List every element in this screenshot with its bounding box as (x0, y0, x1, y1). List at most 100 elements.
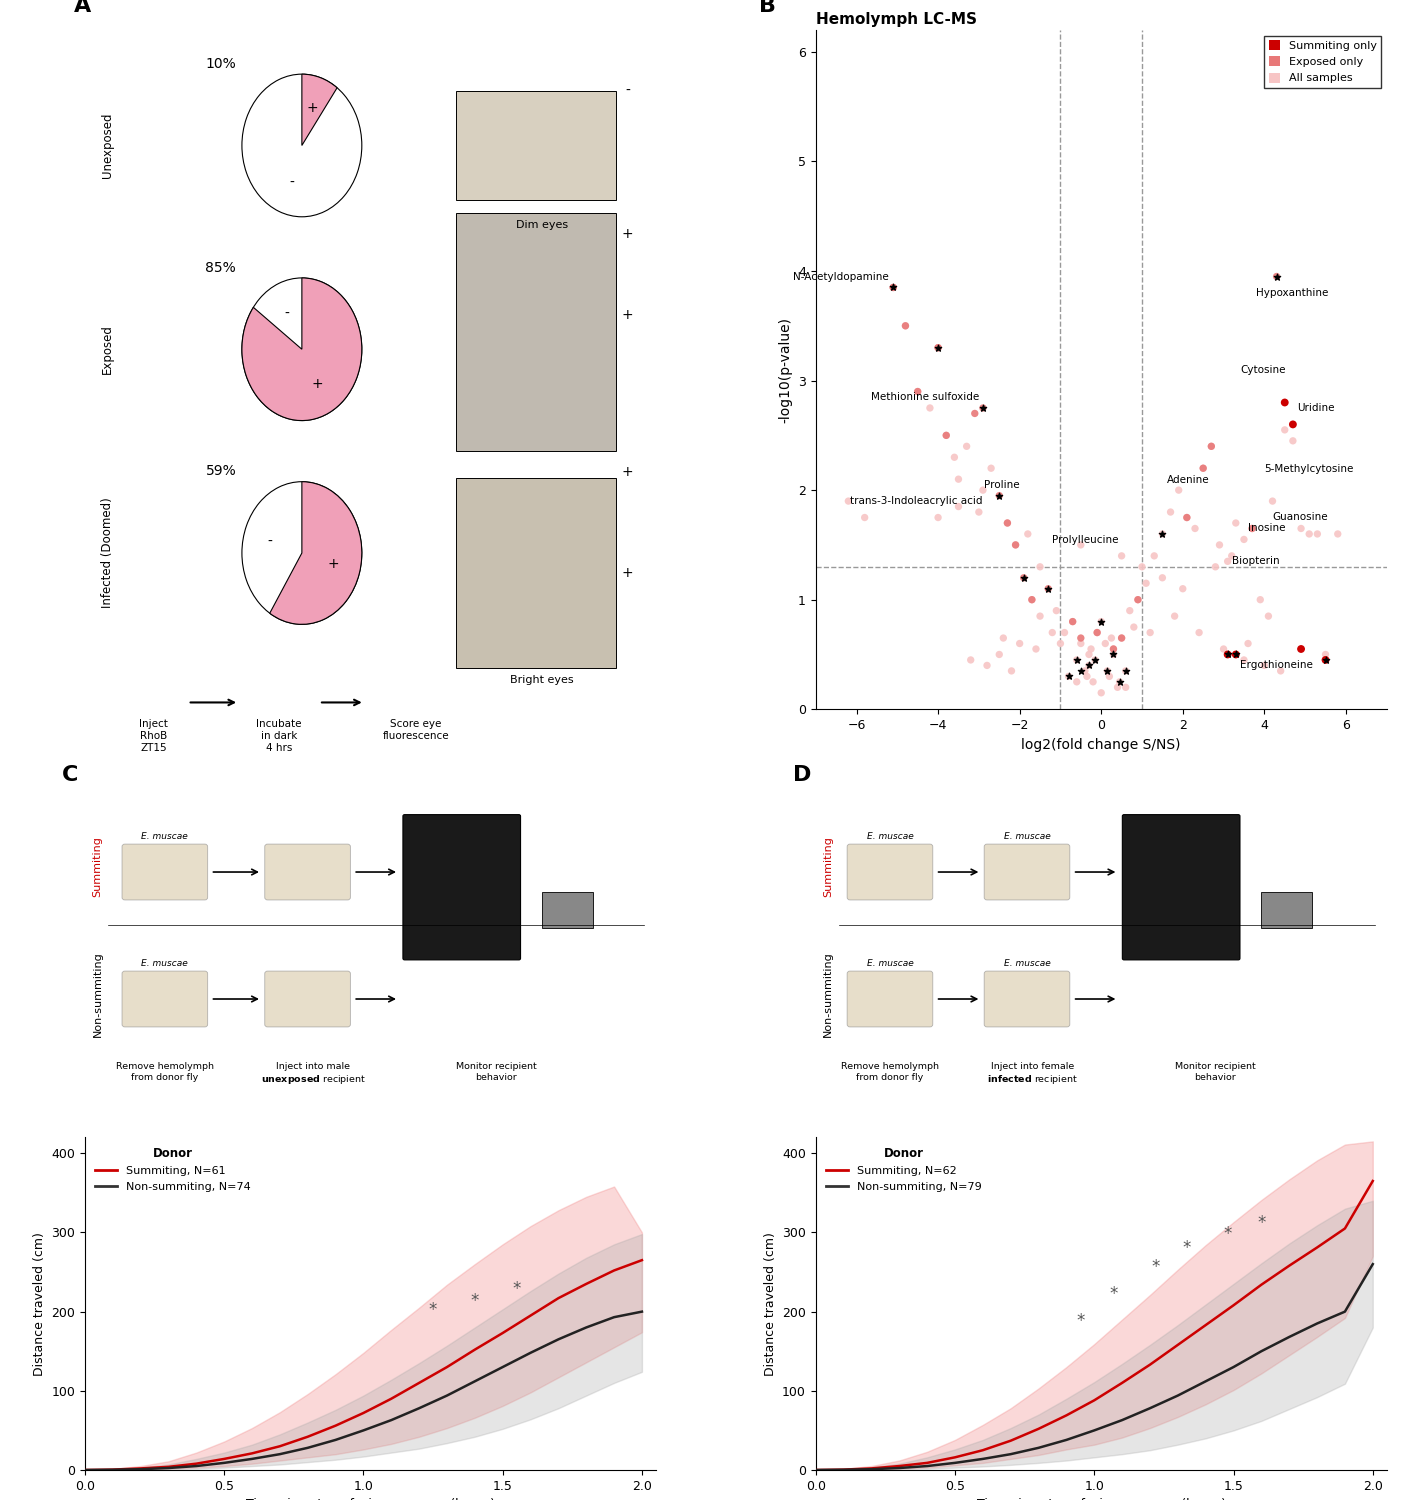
Point (1118, 598, 1140, 622)
Point (988, 483, 1010, 507)
Text: Biopterin: Biopterin (1231, 556, 1279, 566)
Text: Score eye
fluorescence: Score eye fluorescence (382, 720, 450, 741)
Point (1078, 654, 1101, 678)
Point (1115, 675, 1138, 699)
Point (1020, 588, 1043, 612)
Text: *: * (1152, 1258, 1160, 1276)
Point (1075, 664, 1098, 688)
Point (1108, 670, 1131, 694)
Point (1065, 648, 1088, 672)
Point (1315, 648, 1337, 672)
Point (935, 423, 958, 447)
Text: Infected (Doomed): Infected (Doomed) (102, 498, 115, 609)
Point (1315, 648, 1337, 672)
Point (1191, 456, 1214, 480)
Text: Inject into female
$\mathbf{infected}$ recipient: Inject into female $\mathbf{infected}$ r… (988, 1062, 1078, 1086)
Point (1224, 642, 1247, 666)
Point (1084, 648, 1107, 672)
Point (968, 500, 990, 523)
Point (1053, 621, 1075, 645)
Point (972, 396, 995, 420)
Text: Monitor recipient
behavior: Monitor recipient behavior (1174, 1062, 1255, 1082)
Point (853, 506, 876, 530)
Text: 5-Methylcytosine: 5-Methylcytosine (1265, 464, 1354, 474)
Text: 85%: 85% (205, 261, 236, 274)
Text: N-Acetyldopamine: N-Acetyldopamine (794, 272, 889, 282)
Point (1135, 572, 1157, 596)
Point (1094, 632, 1116, 656)
X-axis label: Time since transfusion recovery (hours): Time since transfusion recovery (hours) (976, 1498, 1225, 1500)
Point (1009, 632, 1032, 656)
Point (927, 336, 949, 360)
Point (1217, 642, 1240, 666)
Point (1306, 522, 1329, 546)
Point (1081, 670, 1104, 694)
Point (1097, 658, 1119, 682)
Point (1115, 658, 1138, 682)
Text: +: + (621, 309, 633, 322)
Point (992, 626, 1015, 650)
Text: E. muscae: E. muscae (1003, 833, 1050, 842)
Bar (456, 478, 616, 669)
Point (907, 380, 930, 404)
Point (1126, 588, 1149, 612)
Bar (456, 92, 616, 200)
Point (1078, 654, 1101, 678)
Text: Hemolymph LC-MS: Hemolymph LC-MS (815, 12, 976, 27)
Point (1315, 642, 1337, 666)
Point (1070, 632, 1092, 656)
Text: Unexposed: Unexposed (102, 112, 115, 178)
Point (1274, 390, 1296, 414)
Point (1097, 658, 1119, 682)
Point (1217, 642, 1240, 666)
Point (882, 276, 904, 300)
Text: Summiting: Summiting (824, 837, 833, 897)
Point (1220, 544, 1242, 568)
Wedge shape (301, 74, 337, 146)
Point (1070, 626, 1092, 650)
Text: Ergothioneine: Ergothioneine (1240, 660, 1313, 670)
Text: +: + (621, 226, 633, 242)
Point (1122, 615, 1145, 639)
Point (1254, 654, 1276, 678)
Point (988, 642, 1010, 666)
Point (1257, 604, 1279, 628)
Point (1012, 566, 1034, 590)
Point (1061, 609, 1084, 633)
Text: *: * (1257, 1214, 1265, 1231)
Text: E. muscae: E. muscae (1003, 958, 1050, 968)
FancyBboxPatch shape (848, 844, 932, 900)
Point (996, 512, 1019, 536)
Point (1265, 264, 1288, 288)
Point (1131, 555, 1153, 579)
Point (1241, 516, 1264, 540)
Text: *: * (1182, 1239, 1190, 1257)
Point (1099, 626, 1122, 650)
Point (1150, 522, 1173, 546)
Wedge shape (242, 482, 362, 624)
Point (1326, 522, 1348, 546)
Text: Inject
RhoB
ZT15: Inject RhoB ZT15 (139, 720, 168, 753)
Point (1265, 264, 1288, 288)
Point (996, 512, 1019, 536)
Point (988, 483, 1010, 507)
Point (947, 466, 969, 490)
Point (1102, 642, 1125, 666)
Text: -: - (289, 176, 294, 190)
Point (1020, 588, 1043, 612)
Text: Adenine: Adenine (1166, 474, 1208, 484)
X-axis label: log2(fold change S/NS): log2(fold change S/NS) (1022, 738, 1182, 752)
Point (1037, 576, 1060, 600)
Wedge shape (242, 74, 362, 217)
Text: *: * (429, 1300, 437, 1318)
Point (976, 654, 999, 678)
Point (1000, 658, 1023, 682)
Point (1102, 642, 1125, 666)
Text: -: - (625, 84, 630, 98)
Text: Monitor recipient
behavior: Monitor recipient behavior (456, 1062, 536, 1082)
Point (1084, 648, 1107, 672)
Point (1074, 658, 1097, 682)
Text: E. muscae: E. muscae (866, 833, 913, 842)
Text: C: C (62, 765, 78, 784)
Point (1090, 681, 1112, 705)
